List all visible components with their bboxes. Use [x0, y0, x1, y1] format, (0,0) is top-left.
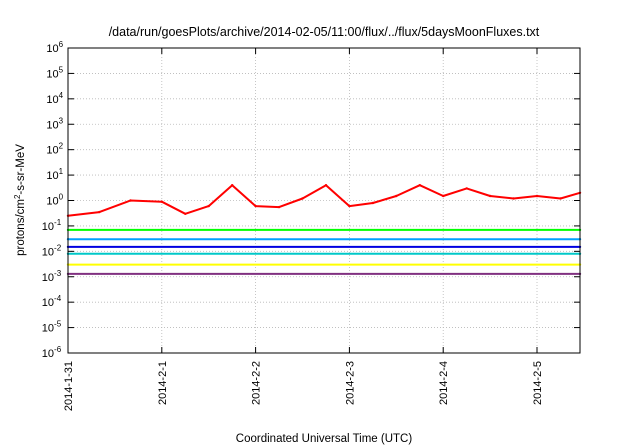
series-line-1 [67, 184, 581, 217]
y-tick-label: 10-6 [42, 345, 62, 360]
y-tick-exponent: 2 [59, 142, 64, 151]
y-tick-label: 101 [46, 167, 63, 182]
y-tick-exponent: -4 [54, 294, 62, 303]
chart-title: /data/run/goesPlots/archive/2014-02-05/1… [109, 25, 540, 39]
data-point [254, 204, 257, 208]
data-point [348, 204, 351, 208]
data-point [324, 184, 328, 187]
data-point [465, 187, 468, 190]
y-tick-exponent: -2 [54, 243, 62, 252]
data-point [277, 205, 281, 209]
series-group [66, 184, 582, 276]
x-axis-label: Coordinated Universal Time (UTC) [236, 433, 413, 445]
y-tick-label: 10-5 [42, 320, 62, 335]
y-tick-label: 10-1 [42, 218, 62, 233]
data-point [418, 184, 421, 187]
x-tick-label: 2014-2-1 [157, 361, 169, 405]
y-tick-label: 103 [46, 116, 63, 131]
y-tick-exponent: 0 [59, 193, 64, 202]
data-point [98, 210, 101, 214]
y-tick-label: 105 [46, 65, 63, 80]
data-point [231, 184, 234, 187]
y-tick-exponent: 3 [59, 116, 64, 125]
y-tick-label: 102 [46, 142, 63, 157]
y-tick-exponent: 1 [59, 167, 64, 176]
data-point [129, 199, 132, 202]
y-tick-label: 10-3 [42, 269, 62, 284]
y-tick-label: 104 [46, 91, 63, 106]
data-point [442, 194, 445, 198]
y-tick-label: 106 [46, 40, 63, 55]
data-point [512, 197, 515, 200]
x-axis: 2014-1-31 2014-2-1 2014-2-2 2014-2-3 2014-2-… [63, 48, 544, 411]
data-point [184, 212, 187, 215]
y-tick-exponent: -6 [54, 345, 62, 354]
data-point [488, 194, 492, 198]
y-tick-exponent: -1 [54, 218, 62, 227]
y-tick-label: 10-4 [42, 294, 62, 309]
y-tick-label: 10-2 [42, 243, 62, 258]
data-point [207, 204, 210, 208]
y-axis: 10-610-510-410-310-210-11001011021031041… [42, 40, 580, 360]
x-tick-label: 2014-2-3 [344, 361, 356, 405]
data-point [160, 200, 163, 203]
x-tick-label: 2014-2-4 [438, 361, 450, 405]
y-tick-exponent: 4 [59, 91, 64, 100]
x-tick-label: 2014-1-31 [63, 361, 75, 411]
y-tick-exponent: 5 [59, 65, 64, 74]
grid [68, 48, 580, 353]
data-point [559, 197, 562, 200]
y-tick-label: 100 [46, 193, 63, 208]
data-point [395, 194, 398, 198]
y-axis-label: protons/cm2-s-sr-MeV [13, 144, 27, 256]
y-tick-exponent: 6 [59, 40, 64, 49]
x-tick-label: 2014-2-2 [251, 361, 263, 405]
data-point [371, 201, 375, 205]
y-tick-exponent: -3 [54, 269, 62, 278]
y-tick-exponent: -5 [54, 320, 62, 329]
x-tick-label: 2014-2-5 [532, 361, 544, 405]
data-point [301, 197, 304, 200]
data-point [535, 194, 539, 198]
